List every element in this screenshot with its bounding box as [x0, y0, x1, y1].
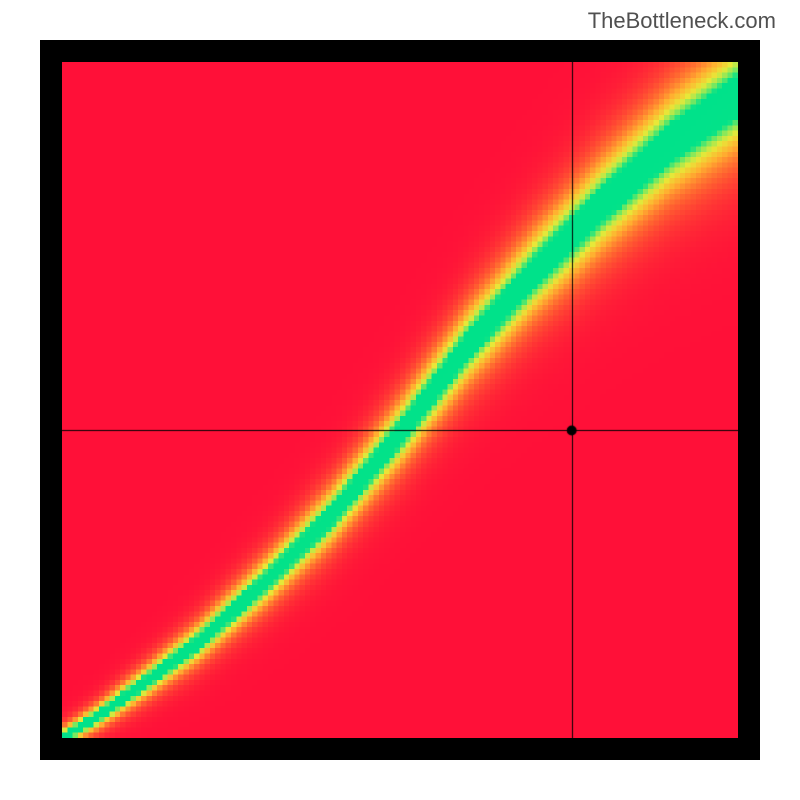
plot-frame [40, 40, 760, 760]
plot-area [62, 62, 738, 738]
bottleneck-heatmap [40, 40, 760, 760]
crosshair-overlay [62, 62, 738, 738]
watermark-text: TheBottleneck.com [588, 8, 776, 34]
